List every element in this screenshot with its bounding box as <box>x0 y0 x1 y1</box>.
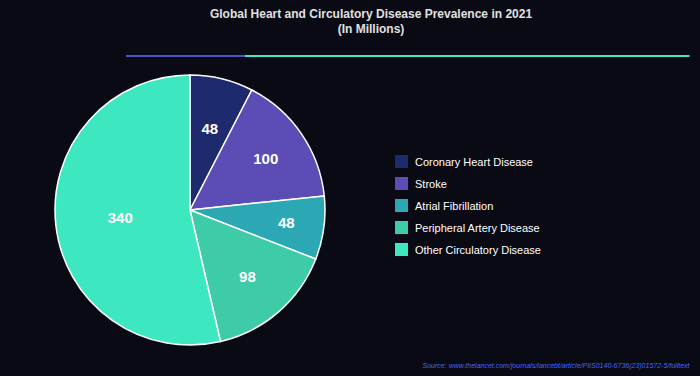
data-label: 340 <box>108 209 133 226</box>
legend: Coronary Heart Disease Stroke Atrial Fibri… <box>395 155 541 256</box>
legend-swatch <box>395 199 408 212</box>
legend-label: Peripheral Artery Disease <box>415 222 540 234</box>
legend-item: Stroke <box>395 177 447 190</box>
data-label: 98 <box>239 268 256 285</box>
data-label: 100 <box>253 150 278 167</box>
title-line: (In Millions) <box>338 22 405 36</box>
title-rule-left <box>126 55 245 57</box>
legend-swatch <box>395 221 408 234</box>
data-label: 48 <box>201 120 218 137</box>
legend-label: Coronary Heart Disease <box>415 156 533 168</box>
legend-label: Stroke <box>415 178 447 190</box>
legend-swatch <box>395 177 408 190</box>
legend-item: Coronary Heart Disease <box>395 155 533 168</box>
title-rule-right <box>245 55 690 57</box>
legend-swatch <box>395 155 408 168</box>
chart-canvas: Global Heart and Circulatory Disease Pre… <box>0 0 700 376</box>
data-label: 48 <box>278 214 295 231</box>
legend-item: Other Circulatory Disease <box>395 243 541 256</box>
legend-label: Other Circulatory Disease <box>415 244 541 256</box>
pie: 48 100 48 98 340 <box>55 75 325 345</box>
source-note: Source: www.thelancet.com/journals/lance… <box>423 362 691 370</box>
legend-item: Peripheral Artery Disease <box>395 221 540 234</box>
title-line: Global Heart and Circulatory Disease Pre… <box>210 7 532 21</box>
background <box>0 0 700 376</box>
chart-title: Global Heart and Circulatory Disease Pre… <box>210 7 532 36</box>
pie-slice <box>55 75 221 345</box>
legend-swatch <box>395 243 408 256</box>
legend-item: Atrial Fibrillation <box>395 199 493 212</box>
pie-slice <box>190 90 324 210</box>
legend-label: Atrial Fibrillation <box>415 200 493 212</box>
